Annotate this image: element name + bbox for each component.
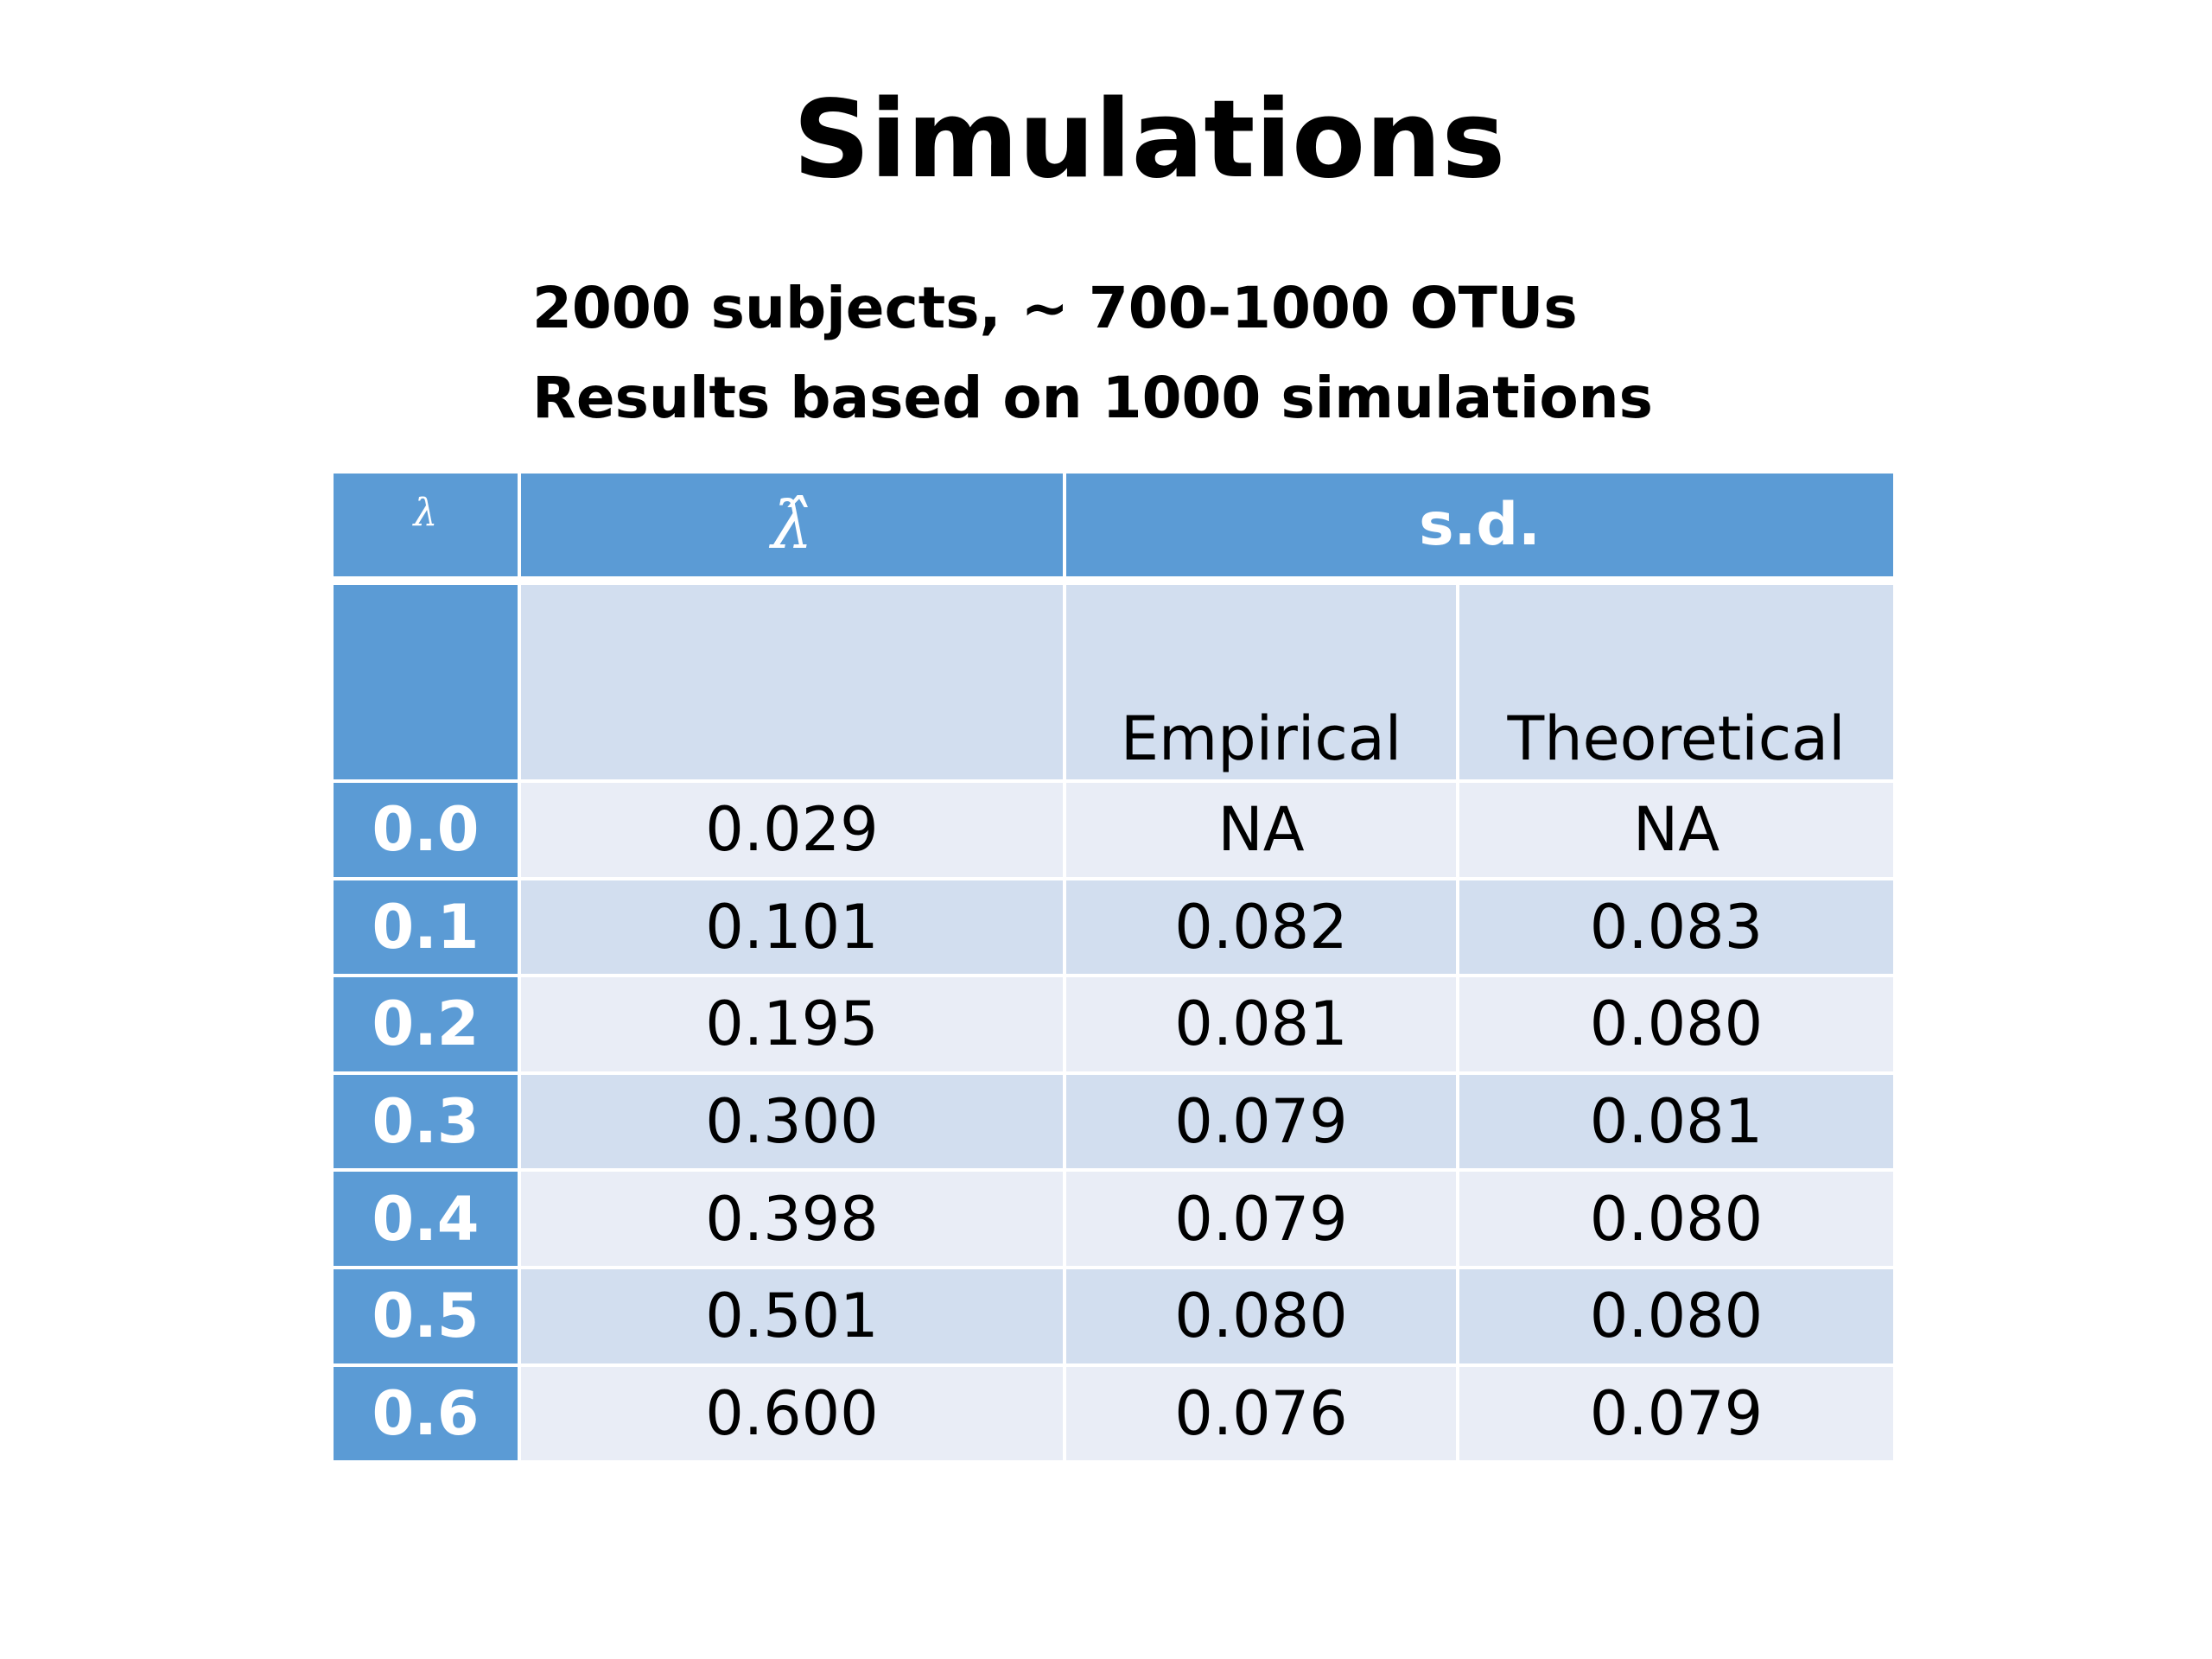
table-cell: 0.501: [521, 1269, 1063, 1363]
table-cell: 0.080: [1066, 1269, 1456, 1363]
table-cell: 0.079: [1459, 1366, 1893, 1461]
row-header-cell: 0.3: [334, 1074, 518, 1169]
table-cell: 0.195: [521, 977, 1063, 1071]
table-cell: 0.080: [1459, 977, 1893, 1071]
table-cell: 0.079: [1066, 1172, 1456, 1266]
subheader-cell: Theoretical: [1459, 585, 1893, 779]
table-cell: 0.101: [521, 880, 1063, 975]
subheader-cell: Empirical: [1066, 585, 1456, 779]
row-header-cell: 0.0: [334, 783, 518, 877]
table-cell: 0.081: [1459, 1074, 1893, 1169]
table-cell: 0.080: [1459, 1269, 1893, 1363]
subtitle-line: Results based on 1000 simulations: [532, 365, 1653, 431]
row-header-cell: 0.6: [334, 1366, 518, 1461]
table-cell: 0.083: [1459, 880, 1893, 975]
table-cell: NA: [1459, 783, 1893, 877]
header-cell: λ: [334, 474, 518, 576]
table-cell: NA: [1066, 783, 1456, 877]
subheader-cell: [521, 585, 1063, 779]
header-cell: λ̂: [521, 474, 1063, 576]
table-cell: 0.082: [1066, 880, 1456, 975]
row-header-cell: [334, 585, 518, 779]
table-cell: 0.080: [1459, 1172, 1893, 1266]
subtitle-line: 2000 subjects, ~ 700-1000 OTUs: [532, 275, 1578, 341]
row-header-cell: 0.2: [334, 977, 518, 1071]
row-header-cell: 0.5: [334, 1269, 518, 1363]
row-header-cell: 0.1: [334, 880, 518, 975]
table-cell: 0.081: [1066, 977, 1456, 1071]
header-cell: s.d.: [1066, 474, 1893, 576]
table-cell: 0.600: [521, 1366, 1063, 1461]
table-cell: 0.079: [1066, 1074, 1456, 1169]
table-cell: 0.029: [521, 783, 1063, 877]
slide-title: Simulations: [792, 78, 1506, 202]
table-cell: 0.398: [521, 1172, 1063, 1266]
table-cell: 0.076: [1066, 1366, 1456, 1461]
row-header-cell: 0.4: [334, 1172, 518, 1266]
table-cell: 0.300: [521, 1074, 1063, 1169]
